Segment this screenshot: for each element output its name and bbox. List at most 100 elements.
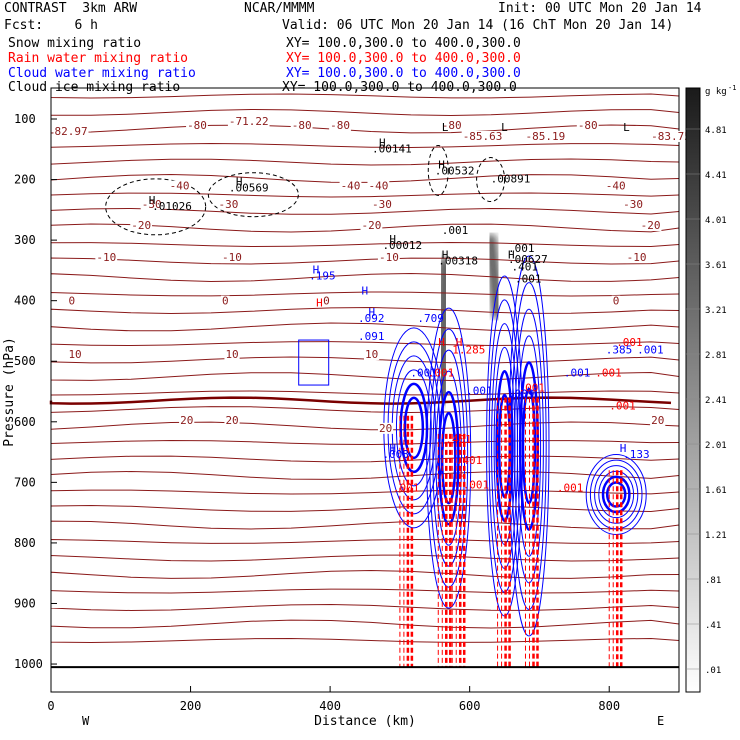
snow-ice-label: H bbox=[149, 194, 156, 207]
cloud-water-label: .385 bbox=[606, 343, 633, 356]
cloud-col-a-ring-4 bbox=[437, 390, 460, 526]
y-tick-label: 900 bbox=[14, 596, 36, 610]
isotherm-line-18 bbox=[50, 390, 680, 396]
ice-outline-b bbox=[207, 172, 299, 218]
rain-label: .001 bbox=[557, 481, 584, 494]
cloud-water-label: .008 bbox=[382, 448, 409, 461]
y-tick-label: 100 bbox=[14, 112, 36, 126]
rain-label: .001 bbox=[463, 478, 490, 491]
isotherm-line-32 bbox=[50, 619, 680, 629]
isotherm-line-26 bbox=[50, 520, 680, 530]
colorbar-label: 2.01 bbox=[705, 441, 727, 451]
rain-label: .001 bbox=[616, 336, 643, 349]
field-snow-xy: XY= 100.0,300.0 to 400.0,300.0 bbox=[286, 36, 521, 51]
temperature-label: 20 bbox=[379, 422, 392, 435]
y-tick-label: 1000 bbox=[14, 657, 43, 671]
ice-outline-a bbox=[105, 178, 207, 236]
snow-ice-label: .01026 bbox=[152, 200, 192, 213]
cloud-col-d-ring-4 bbox=[399, 382, 429, 474]
temp-label-bg bbox=[329, 120, 351, 132]
temperature-label: -40 bbox=[170, 180, 190, 193]
colorbar-label: 3.21 bbox=[705, 306, 727, 316]
snow-ice-label: .00532 bbox=[435, 165, 475, 178]
temperature-label: -85.63 bbox=[463, 130, 503, 143]
cloud-col-c-ring-5 bbox=[521, 387, 537, 505]
temperature-label: -10 bbox=[627, 251, 647, 264]
isotherm-line-9 bbox=[50, 241, 680, 248]
plot-frame bbox=[50, 87, 680, 693]
isotherm-line-13 bbox=[50, 306, 680, 315]
cloud-col-a-ring-0 bbox=[426, 307, 472, 609]
rain-label: .401 bbox=[456, 454, 483, 467]
isotherm-line-14 bbox=[50, 322, 680, 332]
cloud-water-label: H bbox=[362, 285, 369, 298]
isotherm-line-25 bbox=[50, 504, 680, 513]
isotherm-line-7 bbox=[50, 207, 680, 215]
field-cloudwater-xy: XY= 100.0,300.0 to 400.0,300.0 bbox=[286, 66, 521, 81]
rain-label: H bbox=[438, 336, 445, 349]
temp-label-bg bbox=[524, 130, 567, 142]
rain-label: H bbox=[456, 336, 463, 349]
isotherm-line-3 bbox=[50, 142, 680, 149]
snow-ice-label: .001 bbox=[508, 242, 535, 255]
field-snow-name: Snow mixing ratio bbox=[8, 36, 142, 51]
field-cloudwater-name: Cloud water mixing ratio bbox=[8, 66, 196, 81]
isotherm-line-5 bbox=[50, 173, 680, 183]
temperature-label: -10 bbox=[379, 251, 399, 264]
isotherm-line-23 bbox=[50, 470, 680, 480]
temp-label-bg bbox=[130, 219, 153, 231]
temperature-label: 10 bbox=[68, 348, 81, 361]
colorbar-label: 1.21 bbox=[705, 531, 727, 541]
snow-ice-label: H bbox=[438, 159, 445, 172]
isotherm-line-4 bbox=[50, 158, 680, 166]
isotherm-line-0 bbox=[50, 93, 680, 99]
snow-ice-label: .00012 bbox=[382, 239, 422, 252]
x-axis-label: Distance (km) bbox=[314, 714, 416, 729]
temp-label-bg bbox=[604, 180, 627, 192]
ice-outline-d bbox=[476, 157, 506, 203]
colorbar-label: 4.41 bbox=[705, 171, 727, 181]
temperature-label: -30 bbox=[372, 198, 392, 211]
temp-label-bg bbox=[370, 198, 393, 210]
snow-ice-label: .001 bbox=[442, 224, 469, 237]
temp-label-bg bbox=[322, 295, 331, 307]
temperature-label: 20 bbox=[180, 414, 193, 427]
temperature-label: -10 bbox=[222, 251, 242, 264]
isotherm-line-21 bbox=[50, 439, 680, 446]
cloud-water-label: .001 bbox=[564, 366, 591, 379]
colorbar-label: 2.81 bbox=[705, 351, 727, 361]
snow-ice-label: .00891 bbox=[491, 173, 531, 186]
field-rain-xy: XY= 100.0,300.0 to 400.0,300.0 bbox=[286, 51, 521, 66]
forecast-hour: Fcst: 6 h bbox=[4, 18, 98, 33]
colorbar-label: .81 bbox=[705, 576, 721, 586]
temp-label-bg bbox=[227, 115, 270, 127]
temp-label-bg bbox=[217, 198, 240, 210]
temperature-label: -80 bbox=[187, 119, 207, 132]
cloud-col-d-ring-3 bbox=[395, 369, 432, 487]
temperature-label: -85.19 bbox=[525, 130, 565, 143]
rain-label: .001 bbox=[595, 366, 622, 379]
x-tick-label: 600 bbox=[459, 699, 481, 713]
temperature-label: 82.97 bbox=[54, 125, 87, 138]
isotherm-line-17 bbox=[50, 371, 680, 382]
temperature-label: -80 bbox=[330, 119, 350, 132]
isotherm-line-31 bbox=[50, 603, 680, 612]
colorbar-label: 4.81 bbox=[705, 126, 727, 136]
temp-label-bg bbox=[461, 130, 504, 142]
temp-label-bg bbox=[339, 180, 362, 192]
temp-label-bg bbox=[622, 198, 644, 210]
cloud-water-label: .092 bbox=[358, 312, 385, 325]
rain-label: .001 bbox=[609, 400, 636, 413]
isotherm-line-24 bbox=[50, 489, 680, 495]
cloud-water-label: H bbox=[313, 263, 320, 276]
snow-ice-label: L bbox=[501, 121, 508, 134]
temperature-label: -10 bbox=[96, 251, 116, 264]
temperature-label: -30 bbox=[623, 198, 643, 211]
rain-label: .001 bbox=[428, 366, 455, 379]
temperature-label: 0 bbox=[68, 295, 75, 308]
cloud-water-label: .009 bbox=[508, 388, 535, 401]
temp-label-bg bbox=[186, 120, 208, 132]
cloud-water-label: .133 bbox=[623, 448, 650, 461]
snow-shading-2 bbox=[484, 234, 504, 319]
temp-label-bg bbox=[67, 348, 83, 360]
